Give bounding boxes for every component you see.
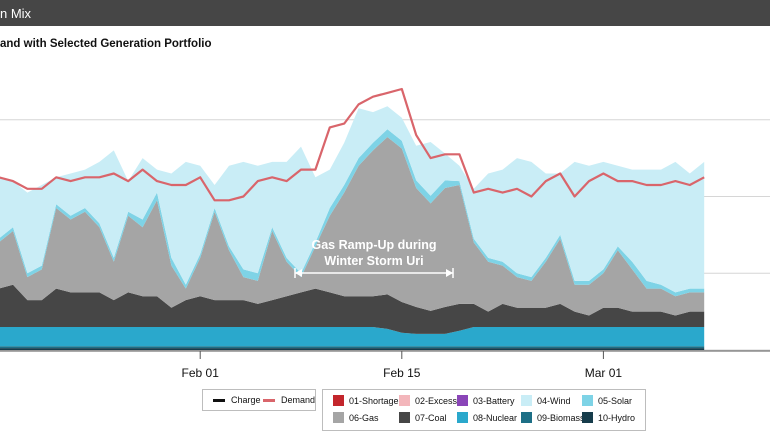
legend-swatch-shortage [333,395,344,406]
annotation-text-line1: Gas Ramp-Up during [311,238,436,252]
legend-label-shortage: 01-Shortage [349,395,399,406]
area-09-biomass [0,346,705,349]
legend-swatch-coal [399,412,410,423]
legend-label-excess: 02-Excess [415,395,458,406]
area-stack [0,106,705,350]
x-tick-label-1: Feb 15 [383,366,421,380]
legend-item-demand: Demand [263,395,315,405]
legend-label-biomass: 09-Biomass [537,412,585,423]
legend-swatch-nuclear [457,412,468,423]
area-08-nuclear [0,327,705,347]
legend-label-solar: 05-Solar [598,395,633,406]
legend-item-nuclear: 08-Nuclear [457,412,517,423]
legend-item-solar: 05-Solar [582,395,632,406]
legend-item-wind: 04-Wind [521,395,571,406]
legend-label-coal: 07-Coal [415,412,447,423]
chart-subtitle: and with Selected Generation Portfolio [0,38,212,50]
legend-label-charge: Charge [231,395,261,405]
area-10-hydro [0,348,705,350]
demand-line [0,87,705,202]
legend-lines: Charge Demand [202,389,316,411]
legend-swatch-solar [582,395,593,406]
legend-label-gas: 06-Gas [349,412,379,423]
chart-svg: Feb 01 Feb 15 Mar 01 Gas Ramp-Up during Wint… [0,87,770,380]
x-tick-label-2: Mar 01 [585,366,623,380]
annotation-arrowhead-left [295,269,302,277]
legend-swatch-charge [213,398,225,402]
annotation-text-line2: Winter Storm Uri [324,254,423,268]
legend-item-charge: Charge [213,395,261,405]
chart-header-bar: n Mix [0,0,770,26]
area-07-coal [0,284,705,334]
legend-swatch-demand [263,398,275,402]
legend-swatch-wind [521,395,532,406]
legend-generation: 01-Shortage 02-Excess 03-Battery 04-Wind… [322,389,646,431]
legend-label-battery: 03-Battery [473,395,515,406]
legend-swatch-battery [457,395,468,406]
x-tick-label-0: Feb 01 [182,366,220,380]
legend-item-shortage: 01-Shortage [333,395,399,406]
legend-label-hydro: 10-Hydro [598,412,636,423]
legend-item-coal: 07-Coal [399,412,447,423]
legend-label-wind: 04-Wind [537,395,571,406]
chart-header-title: n Mix [0,6,32,21]
area-06-gas [0,137,705,316]
legend-item-gas: 06-Gas [333,412,379,423]
legend-swatch-excess [399,395,410,406]
legend-label-nuclear: 08-Nuclear [473,412,518,423]
legend-item-biomass: 09-Biomass [521,412,585,423]
annotation-arrowhead-right [446,269,453,277]
legend-swatch-gas [333,412,344,423]
area-04-wind [0,106,705,293]
legend-item-hydro: 10-Hydro [582,412,635,423]
legend-item-excess: 02-Excess [399,395,457,406]
legend-label-demand: Demand [281,395,316,405]
legend-item-battery: 03-Battery [457,395,515,406]
legend-swatch-biomass [521,412,532,423]
legend-swatch-hydro [582,412,593,423]
